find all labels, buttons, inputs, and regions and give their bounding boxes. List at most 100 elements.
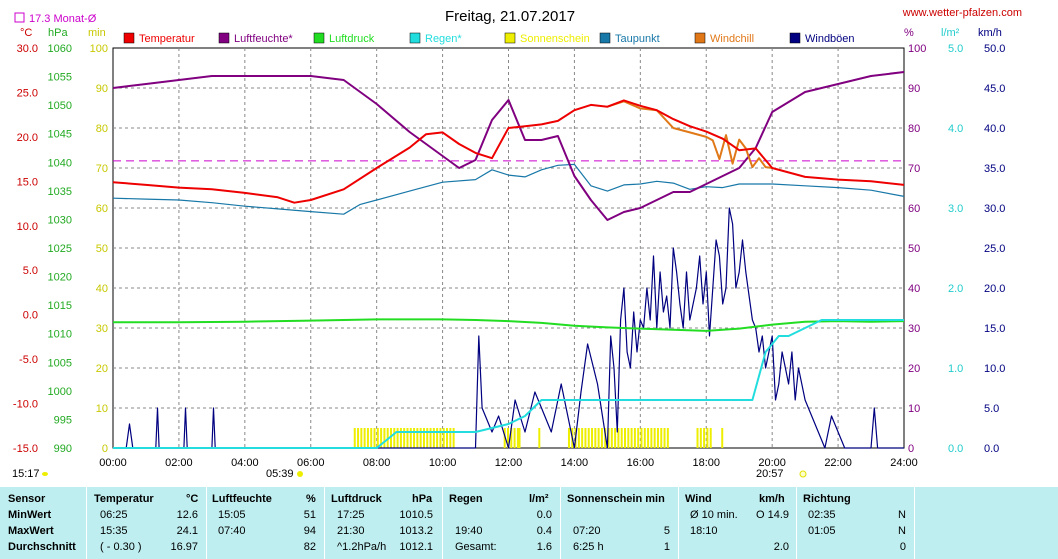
temp-tick-label: -5.0 — [19, 354, 38, 366]
grid — [113, 48, 904, 448]
kmh-tick-label: 5.0 — [984, 403, 999, 415]
sunshine-bar — [600, 428, 603, 448]
hpa-tick-label: 1020 — [48, 272, 72, 284]
hdr-hpa-unit: hPa — [412, 493, 433, 505]
legend-swatch — [313, 32, 325, 44]
sunshine-bar — [614, 428, 617, 448]
unit-kmh: km/h — [978, 27, 1002, 39]
sun-icon — [42, 472, 48, 476]
sunshine-bar — [587, 428, 590, 448]
series-line-luftfeuchte — [112, 71, 905, 221]
table-cell-s-val: 1 — [663, 541, 670, 553]
min-tick-label: 20 — [96, 363, 108, 375]
sunshine-bar — [399, 428, 402, 448]
temp-tick-label: 30.0 — [17, 43, 38, 55]
sunshine-bar — [660, 428, 663, 448]
rain-tick-label: 3.0 — [948, 203, 963, 215]
temp-tick-label: 10.0 — [17, 221, 38, 233]
legend-swatch — [123, 32, 135, 44]
sunshine-bar — [406, 428, 409, 448]
sunshine-bar — [706, 428, 709, 448]
table-cell-t-val: 12.6 — [176, 509, 198, 521]
table-cell-t-val: 16.97 — [170, 541, 198, 553]
table-cell-h-time: 07:40 — [218, 525, 246, 537]
sunshine-bar — [620, 428, 623, 448]
table-cell-t-time: 06:25 — [100, 509, 128, 521]
time-tick-label: 16:00 — [627, 457, 655, 469]
table-cell-h-val: 51 — [303, 509, 316, 521]
table-cell-d-val: N — [898, 509, 906, 521]
pct-tick-label: 20 — [908, 363, 920, 375]
legend-swatch — [504, 32, 516, 44]
min-tick-label: 70 — [96, 163, 108, 175]
hpa-tick-label: 1000 — [48, 386, 72, 398]
sunshine-bar — [637, 428, 640, 448]
legend-label: Taupunkt — [615, 33, 660, 45]
sunshine-bar — [389, 428, 392, 448]
table-cell-h-time: 15:05 — [218, 509, 246, 521]
sunshine-bar — [426, 428, 429, 448]
pct-tick-label: 0 — [908, 443, 914, 455]
sunshine-bar — [577, 428, 580, 448]
sunshine-bar — [627, 428, 630, 448]
sunshine-bar — [633, 428, 636, 448]
time-tick-label: 20:00 — [758, 457, 786, 469]
rain-tick-label: 1.0 — [948, 363, 963, 375]
ticks-layer: 30.0 25.0 20.0 15.0 10.0 5.0 0.0 -5.0 -10.0 -15.0… — [13, 43, 1006, 469]
table-cell-d-time: 01:05 — [808, 525, 836, 537]
sunshine-bar — [663, 428, 666, 448]
table-cell-w-time: 18:10 — [690, 525, 718, 537]
table-cell-p-val: 1013.2 — [399, 525, 433, 537]
sunshine-bar — [357, 428, 360, 448]
legend-label: Luftfeuchte* — [234, 33, 293, 45]
hdr-luftfeuchte: Luftfeuchte — [212, 493, 272, 505]
site-url[interactable]: www.wetter-pfalzen.com — [902, 7, 1022, 19]
table-cell-w-val: 2.0 — [773, 541, 789, 553]
temp-tick-label: 20.0 — [17, 132, 38, 144]
hdr-temperatur: Temperatur — [94, 493, 154, 505]
month-avg-icon — [14, 12, 25, 23]
sunshine-bar — [624, 428, 627, 448]
table-cell-p-time: 17:25 — [337, 509, 365, 521]
sunshine-bar — [581, 428, 584, 448]
sunshine-bar — [373, 428, 376, 448]
time-tick-label: 22:00 — [824, 457, 852, 469]
unit-hpa: hPa — [48, 27, 68, 39]
time-tick-label: 10:00 — [429, 457, 457, 469]
hpa-tick-label: 995 — [54, 414, 72, 426]
sunshine-bar — [696, 428, 699, 448]
sunshine-bar — [643, 428, 646, 448]
sunshine-bar — [507, 428, 509, 448]
pct-tick-label: 10 — [908, 403, 920, 415]
sunshine-bar — [439, 428, 442, 448]
hdr-luftdruck: Luftdruck — [331, 493, 382, 505]
series-layer — [112, 71, 905, 449]
sunrise-time: 05:39 — [266, 468, 294, 480]
pct-tick-label: 80 — [908, 123, 920, 135]
sunshine-bar — [376, 428, 379, 448]
sunshine-bar — [591, 428, 594, 448]
hdr-sensor: Sensor — [8, 493, 46, 505]
legend-label: Windböen — [805, 33, 855, 45]
time-tick-label: 12:00 — [495, 457, 523, 469]
sunshine-bar — [436, 428, 439, 448]
kmh-tick-label: 0.0 — [984, 443, 999, 455]
hpa-tick-label: 1005 — [48, 357, 72, 369]
sunshine-bar — [518, 428, 521, 448]
unit-min: min — [88, 27, 106, 39]
hpa-tick-label: 1010 — [48, 329, 72, 341]
hdr-rain-unit: l/m² — [529, 493, 549, 505]
sunshine-bar — [597, 428, 600, 448]
kmh-tick-label: 30.0 — [984, 203, 1005, 215]
rain-tick-label: 2.0 — [948, 283, 963, 295]
min-tick-label: 100 — [90, 43, 108, 55]
temp-tick-label: -10.0 — [13, 399, 38, 411]
sunshine-bar — [617, 428, 620, 448]
pct-tick-label: 70 — [908, 163, 920, 175]
sunshine-bar — [442, 428, 445, 448]
series-line-regen — [113, 319, 904, 449]
table-cell-r-val: 0.0 — [536, 509, 552, 521]
table-cell-t-time: 15:35 — [100, 525, 128, 537]
sunshine-bar — [703, 428, 706, 448]
rain-tick-label: 0.0 — [948, 443, 963, 455]
